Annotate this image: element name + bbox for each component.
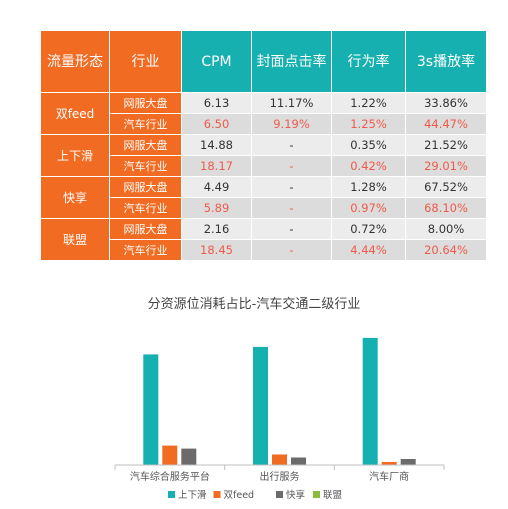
x-tick-label: 汽车综合服务平台 — [130, 470, 210, 483]
play3s-cell: 20.64% — [405, 239, 487, 261]
platform-cell: 上下滑 — [40, 134, 110, 177]
play3s-cell: 8.00% — [405, 218, 487, 240]
play3s-cell: 21.52% — [405, 134, 487, 156]
industry-cell: 网服大盘 — [109, 218, 182, 240]
action-rate-cell: 0.42% — [331, 155, 406, 177]
bar — [162, 445, 178, 465]
cpm-cell: 4.49 — [181, 176, 252, 198]
play3s-cell: 33.86% — [405, 92, 487, 114]
cpm-cell: 6.50 — [181, 113, 252, 135]
metrics-table: 流量形态 行业 CPM 封面点击率 行为率 3s播放率 双feed 网服大盘 6… — [40, 30, 487, 261]
cpm-cell: 6.13 — [181, 92, 252, 114]
chart-title: 分资源位消耗占比-汽车交通二级行业 — [147, 297, 361, 312]
ctr-cell: 9.19% — [251, 113, 332, 135]
platform-cell: 联盟 — [40, 218, 110, 261]
ctr-cell: 11.17% — [251, 92, 332, 114]
ctr-cell: - — [251, 176, 332, 198]
legend-label: 双feed — [224, 490, 255, 501]
table-row: 联盟 网服大盘 2.16 - 0.72% 8.00% — [40, 218, 487, 261]
table-row: 汽车行业 6.50 9.19% 1.25% 44.47% — [41, 113, 487, 135]
legend-swatch — [313, 491, 320, 498]
bar — [253, 346, 268, 465]
action-rate-cell: 0.72% — [331, 218, 406, 240]
header-action-rate: 行为率 — [331, 30, 406, 93]
industry-cell: 汽车行业 — [109, 239, 182, 261]
bar — [381, 462, 397, 465]
table-row: 汽车行业 5.89 - 0.97% 68.10% — [41, 197, 487, 219]
action-rate-cell: 1.25% — [331, 113, 406, 135]
play3s-cell: 67.52% — [405, 176, 487, 198]
platform-cell: 双feed — [40, 92, 110, 135]
legend-swatch — [168, 491, 175, 498]
bar — [272, 454, 287, 465]
cpm-cell: 18.45 — [181, 239, 252, 261]
legend-label: 上下滑 — [178, 490, 207, 501]
industry-cell: 汽车行业 — [109, 113, 182, 135]
play3s-cell: 29.01% — [405, 155, 487, 177]
action-rate-cell: 0.97% — [331, 197, 406, 219]
table-row: 快享 网服大盘 4.49 - 1.28% 67.52% — [40, 176, 487, 219]
x-tick-label: 汽车厂商 — [369, 470, 409, 483]
header-3s-play-rate: 3s播放率 — [405, 30, 487, 93]
ctr-cell: - — [251, 134, 332, 156]
action-rate-cell: 1.22% — [331, 92, 406, 114]
cpm-cell: 5.89 — [181, 197, 252, 219]
header-industry: 行业 — [109, 30, 182, 93]
play3s-cell: 68.10% — [405, 197, 487, 219]
bar — [362, 337, 378, 465]
industry-cell: 汽车行业 — [109, 155, 182, 177]
action-rate-cell: 4.44% — [331, 239, 406, 261]
x-tick-label: 出行服务 — [260, 470, 300, 483]
play3s-cell: 44.47% — [405, 113, 487, 135]
cpm-cell: 18.17 — [181, 155, 252, 177]
table-row: 上下滑 网服大盘 14.88 - 0.35% 21.52% — [40, 134, 487, 177]
legend-swatch — [276, 491, 283, 498]
legend-swatch — [213, 491, 221, 498]
ctr-cell: - — [251, 197, 332, 219]
bar — [291, 457, 306, 465]
bar — [143, 354, 159, 465]
bar — [181, 448, 197, 465]
industry-cell: 网服大盘 — [109, 134, 182, 156]
table-row: 汽车行业 18.45 - 4.44% 20.64% — [41, 239, 487, 261]
action-rate-cell: 1.28% — [331, 176, 406, 198]
cpm-cell: 2.16 — [181, 218, 252, 240]
industry-cell: 网服大盘 — [109, 176, 182, 198]
industry-cell: 汽车行业 — [109, 197, 182, 219]
header-cpm: CPM — [181, 30, 252, 93]
ctr-cell: - — [251, 155, 332, 177]
platform-cell: 快享 — [40, 176, 110, 219]
header-cover-ctr: 封面点击率 — [251, 30, 332, 93]
table-row: 双feed 网服大盘 6.13 11.17% 1.22% 33.86% — [40, 92, 487, 135]
legend-label: 快享 — [286, 489, 305, 501]
table-header-row: 流量形态 行业 CPM 封面点击率 行为率 3s播放率 — [40, 30, 487, 93]
bar — [400, 459, 416, 465]
legend-label: 联盟 — [323, 490, 343, 501]
ctr-cell: - — [251, 218, 332, 240]
ctr-cell: - — [251, 239, 332, 261]
action-rate-cell: 0.35% — [331, 134, 406, 156]
header-traffic-form: 流量形态 — [40, 30, 110, 93]
cpm-cell: 14.88 — [181, 134, 252, 156]
industry-cell: 网服大盘 — [109, 92, 182, 114]
